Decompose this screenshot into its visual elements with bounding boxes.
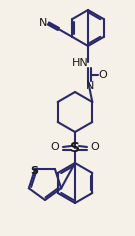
Text: N: N	[39, 17, 48, 28]
Text: N: N	[86, 81, 94, 91]
Text: O: O	[51, 142, 59, 152]
Text: S: S	[30, 166, 38, 176]
Text: HN: HN	[72, 58, 88, 68]
Text: O: O	[91, 142, 99, 152]
Text: O: O	[99, 69, 107, 80]
Text: S: S	[70, 141, 80, 155]
